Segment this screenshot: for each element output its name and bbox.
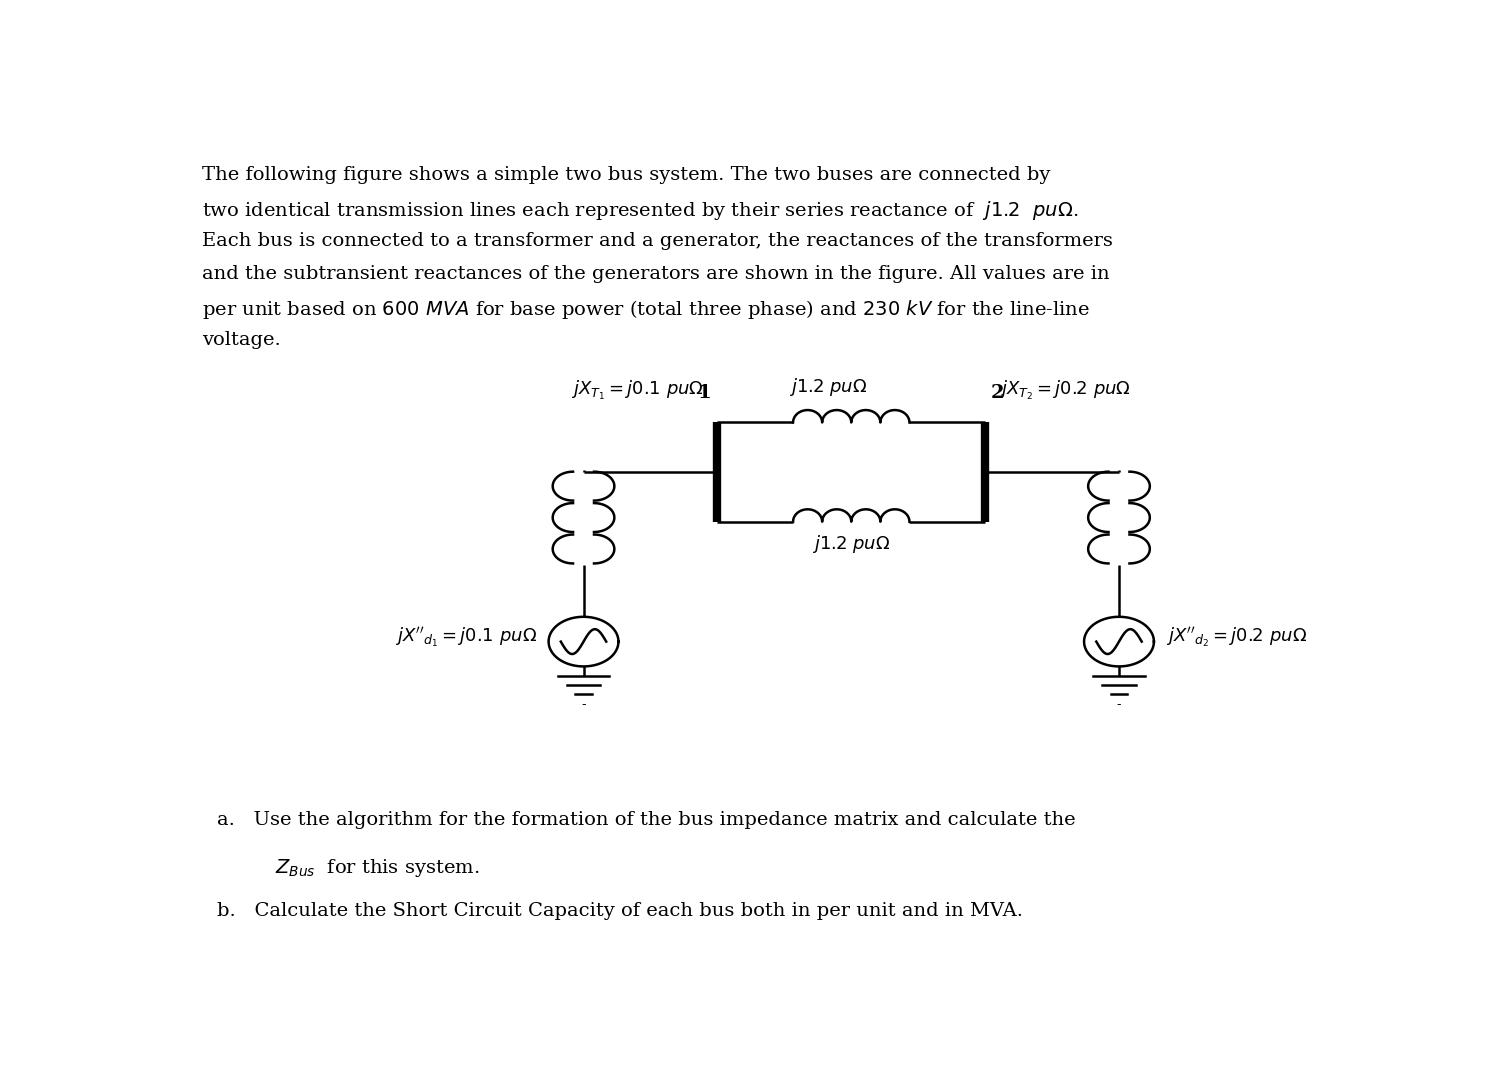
Text: $jX''_{d_2} = j0.2\ pu\Omega$: $jX''_{d_2} = j0.2\ pu\Omega$ bbox=[1166, 625, 1307, 650]
Text: $jX_{T_2} = j0.2\ pu\Omega$: $jX_{T_2} = j0.2\ pu\Omega$ bbox=[999, 379, 1131, 402]
Text: $jX_{T_1} = j0.1\ pu\Omega$: $jX_{T_1} = j0.1\ pu\Omega$ bbox=[571, 379, 703, 402]
Text: and the subtransient reactances of the generators are shown in the figure. All v: and the subtransient reactances of the g… bbox=[201, 265, 1110, 284]
Text: $jX''_{d_1} = j0.1\ pu\Omega$: $jX''_{d_1} = j0.1\ pu\Omega$ bbox=[395, 625, 538, 650]
Text: $Z_{\mathit{Bus}}$  for this system.: $Z_{\mathit{Bus}}$ for this system. bbox=[275, 857, 479, 879]
Text: -: - bbox=[1117, 698, 1120, 711]
Text: $j1.2\ pu\Omega$: $j1.2\ pu\Omega$ bbox=[789, 376, 867, 397]
Text: per unit based on $600\ MVA$ for base power (total three phase) and $230\ kV$ fo: per unit based on $600\ MVA$ for base po… bbox=[201, 299, 1090, 321]
Text: Each bus is connected to a transformer and a generator, the reactances of the tr: Each bus is connected to a transformer a… bbox=[201, 232, 1113, 250]
Text: 2: 2 bbox=[991, 383, 1005, 402]
Text: two identical transmission lines each represented by their series reactance of  : two identical transmission lines each re… bbox=[201, 199, 1078, 222]
Text: 1: 1 bbox=[698, 383, 712, 402]
Text: $j1.2\ pu\Omega$: $j1.2\ pu\Omega$ bbox=[813, 534, 891, 555]
Text: The following figure shows a simple two bus system. The two buses are connected : The following figure shows a simple two … bbox=[201, 166, 1050, 184]
Text: a.   Use the algorithm for the formation of the bus impedance matrix and calcula: a. Use the algorithm for the formation o… bbox=[216, 811, 1075, 829]
Text: voltage.: voltage. bbox=[201, 332, 281, 349]
Text: b.   Calculate the Short Circuit Capacity of each bus both in per unit and in MV: b. Calculate the Short Circuit Capacity … bbox=[216, 902, 1023, 920]
Text: -: - bbox=[581, 698, 586, 711]
